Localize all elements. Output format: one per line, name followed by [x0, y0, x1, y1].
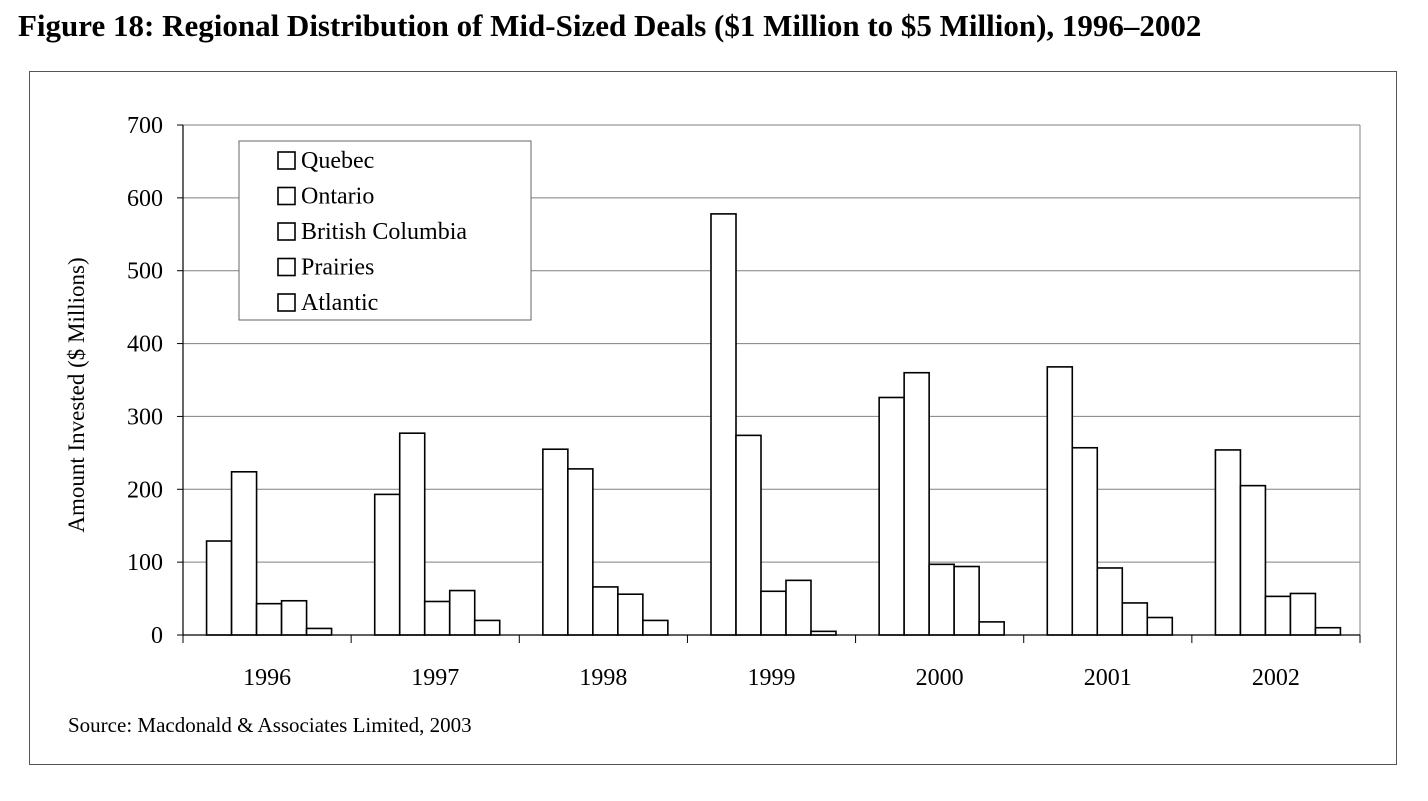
- bar-prairies-1996: [280, 599, 308, 636]
- bar-quebec-1999: [710, 213, 737, 636]
- bar-atlantic-2000: [978, 621, 1005, 636]
- legend-label: Prairies: [301, 255, 374, 281]
- bar-british-columbia-1996: [255, 602, 283, 636]
- bar-prairies-1997: [448, 589, 476, 636]
- bar-prairies-1999: [785, 579, 812, 636]
- y-axis-label: Amount Invested ($ Millions): [64, 257, 89, 532]
- bar-prairies-2000: [953, 565, 980, 636]
- bar-british-columbia-1998: [592, 586, 619, 636]
- bar-prairies-1998: [617, 593, 644, 636]
- x-tick-label: 2000: [916, 665, 964, 691]
- x-tick-label: 2001: [1084, 665, 1132, 691]
- bar-atlantic-2001: [1146, 616, 1174, 636]
- x-tick-label: 1999: [748, 665, 796, 691]
- y-tick-label: 100: [127, 550, 163, 576]
- legend-label: Quebec: [301, 148, 374, 174]
- legend-swatch: [277, 222, 296, 241]
- figure-title: Figure 18: Regional Distribution of Mid-…: [18, 8, 1202, 43]
- legend-swatch: [277, 186, 296, 206]
- bar-atlantic-2002: [1314, 626, 1342, 636]
- bar-quebec-1996: [205, 540, 233, 636]
- legend-label: British Columbia: [301, 219, 467, 245]
- x-tick-label: 2002: [1252, 665, 1300, 691]
- bar-ontario-2000: [903, 371, 930, 636]
- x-tick-label: 1998: [579, 665, 627, 691]
- y-tick-label: 300: [127, 404, 163, 430]
- y-tick-label: 0: [151, 623, 163, 649]
- bar-british-columbia-2000: [928, 563, 955, 636]
- bar-british-columbia-2001: [1096, 567, 1124, 636]
- x-tick-label: 1997: [411, 665, 459, 691]
- legend-label: Atlantic: [301, 290, 378, 316]
- bar-prairies-2002: [1289, 592, 1317, 636]
- bar-ontario-2001: [1071, 446, 1099, 636]
- y-tick-label: 600: [127, 186, 163, 212]
- bar-quebec-2000: [878, 396, 905, 636]
- bar-prairies-2001: [1121, 602, 1149, 636]
- bar-atlantic-1996: [305, 627, 333, 636]
- bar-quebec-1997: [373, 493, 401, 636]
- legend-label: Ontario: [301, 184, 374, 210]
- y-tick-label: 200: [127, 477, 163, 503]
- y-tick-label: 500: [127, 259, 163, 285]
- bar-british-columbia-2002: [1264, 595, 1292, 636]
- bar-quebec-1998: [542, 448, 569, 636]
- legend: Quebec Ontario British Columbia Prairies Atl…: [238, 140, 532, 321]
- bar-atlantic-1998: [642, 619, 669, 636]
- y-tick-label: 400: [127, 332, 163, 358]
- bar-ontario-2002: [1239, 484, 1267, 636]
- y-tick-label: 700: [127, 113, 163, 139]
- bar-atlantic-1997: [473, 619, 501, 636]
- x-tick-label: 1996: [243, 665, 291, 691]
- bar-ontario-1999: [735, 434, 762, 636]
- bar-quebec-2001: [1046, 366, 1074, 636]
- bar-british-columbia-1999: [760, 590, 787, 636]
- chart-frame: [29, 71, 1397, 765]
- axes: 0 100 200 300 400 500 600 700 1996 1997 1998 1999 20…: [127, 113, 1361, 691]
- legend-swatch: [277, 293, 296, 312]
- bar-ontario-1996: [230, 470, 258, 636]
- bar-british-columbia-1997: [423, 600, 451, 636]
- bar-quebec-2002: [1214, 449, 1242, 636]
- source-note: Source: Macdonald & Associates Limited, …: [68, 713, 472, 737]
- legend-swatch: [277, 151, 296, 170]
- legend-swatch: [277, 257, 296, 277]
- bar-ontario-1997: [398, 432, 426, 636]
- bar-ontario-1998: [567, 468, 594, 636]
- bars: [205, 213, 1342, 636]
